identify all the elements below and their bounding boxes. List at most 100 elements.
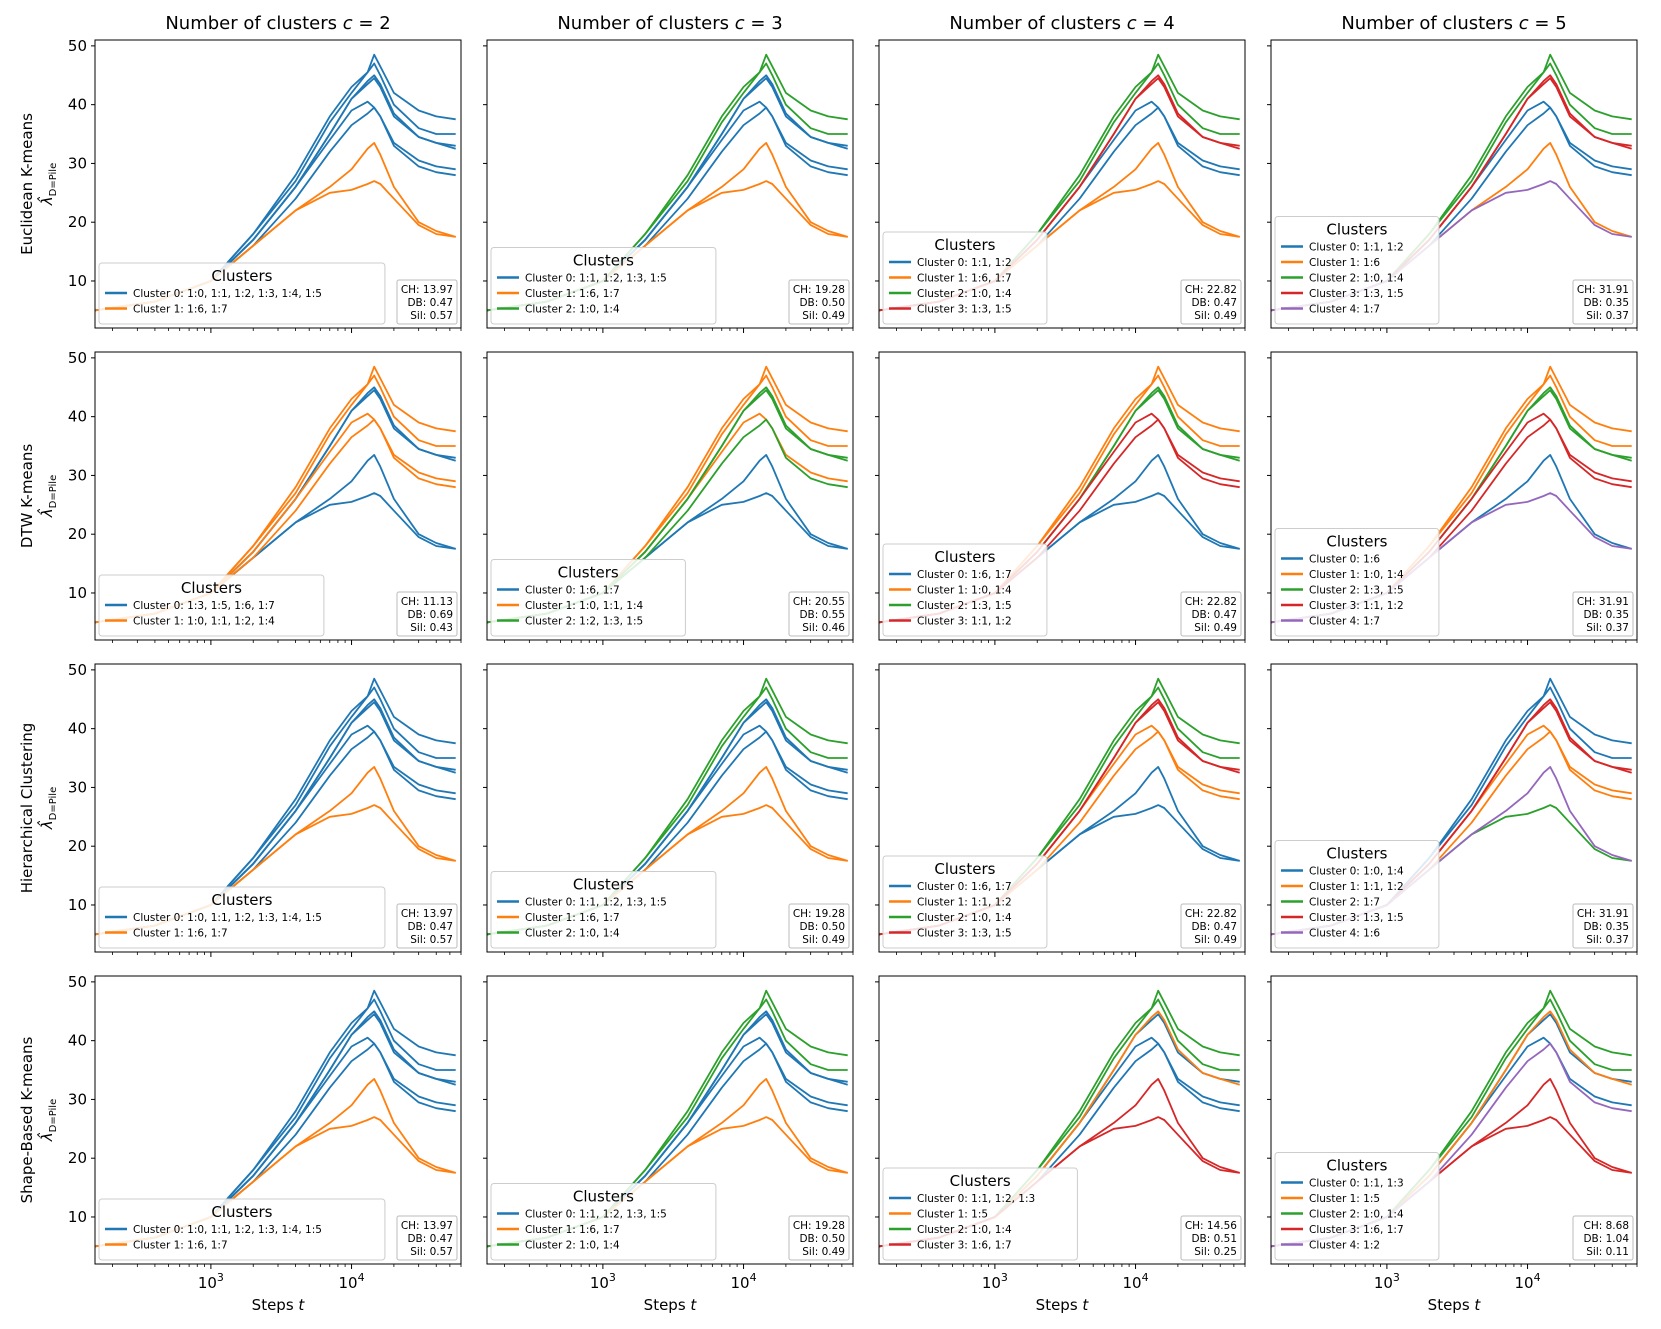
legend-entry: Cluster 1: 1:6: [1309, 257, 1380, 269]
metric-ch: CH: 19.28: [793, 284, 845, 296]
legend-entry: Cluster 1: 1:1, 1:2: [1309, 881, 1404, 893]
legend-entry: Cluster 1: 1:6, 1:7: [525, 288, 620, 300]
metric-sil: Sil: 0.49: [1194, 310, 1237, 322]
legend-box: [98, 574, 325, 637]
metric-sil: Sil: 0.37: [1586, 934, 1629, 946]
y-axis-label: λ̂D=Pile: [36, 475, 59, 519]
panel-2-2: Clusters Cluster 0: 1:6, 1:7 Cluster 1: 1:…: [483, 351, 854, 645]
legend-box: [490, 1183, 717, 1261]
metrics-box: [1572, 903, 1634, 949]
y-tick-label: 20: [68, 213, 87, 231]
metric-db: DB: 0.50: [799, 1233, 845, 1245]
legend-entry: Cluster 3: 1:3, 1:5: [1309, 288, 1404, 300]
legend-entry: Cluster 0: 1:1, 1:2: [1309, 242, 1404, 254]
metrics-box: [788, 279, 850, 325]
metric-sil: Sil: 0.43: [410, 622, 453, 634]
metric-sil: Sil: 0.49: [1194, 934, 1237, 946]
legend-entry: Cluster 1: 1:5: [917, 1209, 988, 1221]
panel-1-2: Clusters Cluster 0: 1:1, 1:2, 1:3, 1:5 Clu…: [483, 39, 854, 333]
y-axis-symbol: λ̂D=Pile: [36, 163, 59, 207]
legend-entry: Cluster 0: 1:1, 1:2, 1:3, 1:5: [525, 897, 667, 909]
panel-1-4: Clusters Cluster 0: 1:1, 1:2 Cluster 1: 1:…: [1267, 39, 1638, 333]
legend-title: Clusters: [211, 267, 272, 285]
legend-entry: Cluster 1: 1:0, 1:1, 1:4: [525, 600, 644, 612]
metric-ch: CH: 22.82: [1185, 908, 1237, 920]
panel-1-3: Clusters Cluster 0: 1:1, 1:2 Cluster 1: 1:…: [875, 39, 1246, 333]
legend-entry: Cluster 2: 1:7: [1309, 897, 1380, 909]
legend: Clusters Cluster 0: 1:0, 1:4 Cluster 1: 1:…: [1274, 840, 1440, 949]
legend-entry: Cluster 0: 1:6, 1:7: [525, 585, 620, 597]
metric-ch: CH: 13.97: [401, 1220, 453, 1232]
legend: Clusters Cluster 0: 1:1, 1:2, 1:3, 1:5 Clu…: [490, 1183, 717, 1261]
legend-entry: Cluster 3: 1:1, 1:2: [1309, 600, 1404, 612]
y-axis-symbol: λ̂D=Pile: [36, 475, 59, 519]
y-tick-label: 30: [68, 778, 87, 796]
y-tick-label: 10: [68, 584, 87, 602]
metric-sil: Sil: 0.37: [1586, 622, 1629, 634]
legend-entry: Cluster 3: 1:6, 1:7: [1309, 1224, 1404, 1236]
metric-ch: CH: 31.91: [1577, 596, 1629, 608]
metric-db: DB: 0.55: [799, 609, 845, 621]
legend-entry: Cluster 0: 1:0, 1:1, 1:2, 1:3, 1:4, 1:5: [133, 288, 322, 300]
metric-sil: Sil: 0.49: [802, 310, 845, 322]
metric-db: DB: 0.35: [1583, 921, 1629, 933]
y-tick-label: 40: [68, 408, 87, 426]
metric-sil: Sil: 0.46: [802, 622, 845, 634]
legend: Clusters Cluster 0: 1:3, 1:5, 1:6, 1:7 Clu…: [98, 574, 325, 637]
legend-entry: Cluster 0: 1:6, 1:7: [917, 881, 1012, 893]
metric-db: DB: 0.47: [407, 921, 453, 933]
legend-title: Clusters: [934, 548, 995, 566]
legend-entry: Cluster 0: 1:3, 1:5, 1:6, 1:7: [133, 600, 275, 612]
y-tick-label: 50: [68, 349, 87, 367]
legend-entry: Cluster 1: 1:6, 1:7: [917, 273, 1012, 285]
metric-db: DB: 0.47: [407, 1233, 453, 1245]
legend: Clusters Cluster 0: 1:1, 1:2 Cluster 1: 1:…: [1274, 216, 1440, 325]
legend-entry: Cluster 3: 1:3, 1:5: [1309, 912, 1404, 924]
metric-sil: Sil: 0.57: [410, 934, 453, 946]
legend-entry: Cluster 0: 1:6, 1:7: [917, 569, 1012, 581]
legend-title: Clusters: [934, 860, 995, 878]
legend-entry: Cluster 1: 1:6, 1:7: [133, 928, 228, 940]
legend: Clusters Cluster 0: 1:1, 1:3 Cluster 1: 1:…: [1274, 1152, 1440, 1261]
column-title: Number of clusters c = 5: [1341, 13, 1566, 34]
y-tick-label: 20: [68, 525, 87, 543]
y-tick-label: 40: [68, 720, 87, 738]
metric-sil: Sil: 0.11: [1586, 1246, 1629, 1258]
x-axis-label: Steps t: [1428, 1296, 1482, 1314]
metrics-box: [788, 1215, 850, 1261]
legend-entry: Cluster 1: 1:5: [1309, 1193, 1380, 1205]
x-tick-label: 104: [731, 1271, 757, 1292]
column-title: Number of clusters c = 3: [557, 13, 782, 34]
legend: Clusters Cluster 0: 1:0, 1:1, 1:2, 1:3, 1…: [98, 262, 386, 325]
metric-ch: CH: 13.97: [401, 908, 453, 920]
legend-title: Clusters: [1326, 845, 1387, 863]
y-tick-label: 30: [68, 154, 87, 172]
legend-entry: Cluster 0: 1:0, 1:4: [1309, 866, 1404, 878]
metrics-box: [1572, 1215, 1634, 1261]
legend-title: Clusters: [1326, 221, 1387, 239]
legend-title: Clusters: [934, 236, 995, 254]
legend-entry: Cluster 0: 1:0, 1:1, 1:2, 1:3, 1:4, 1:5: [133, 912, 322, 924]
legend-title: Clusters: [573, 876, 634, 894]
panel-4-2: 103 104 Steps t Clusters Cluster 0: 1:1, 1:2…: [483, 975, 854, 1314]
y-tick-label: 20: [68, 837, 87, 855]
metric-sil: Sil: 0.49: [802, 1246, 845, 1258]
legend-title: Clusters: [573, 1188, 634, 1206]
metric-db: DB: 0.51: [1191, 1233, 1237, 1245]
metric-sil: Sil: 0.25: [1194, 1246, 1237, 1258]
legend-entry: Cluster 1: 1:0, 1:4: [917, 585, 1012, 597]
y-tick-label: 50: [68, 661, 87, 679]
x-tick-label: 104: [1515, 1271, 1541, 1292]
legend-box: [490, 247, 717, 325]
metric-ch: CH: 8.68: [1584, 1220, 1629, 1232]
column-title: Number of clusters c = 4: [949, 13, 1174, 34]
metric-ch: CH: 31.91: [1577, 908, 1629, 920]
row-label: Euclidean K-means: [18, 113, 36, 255]
